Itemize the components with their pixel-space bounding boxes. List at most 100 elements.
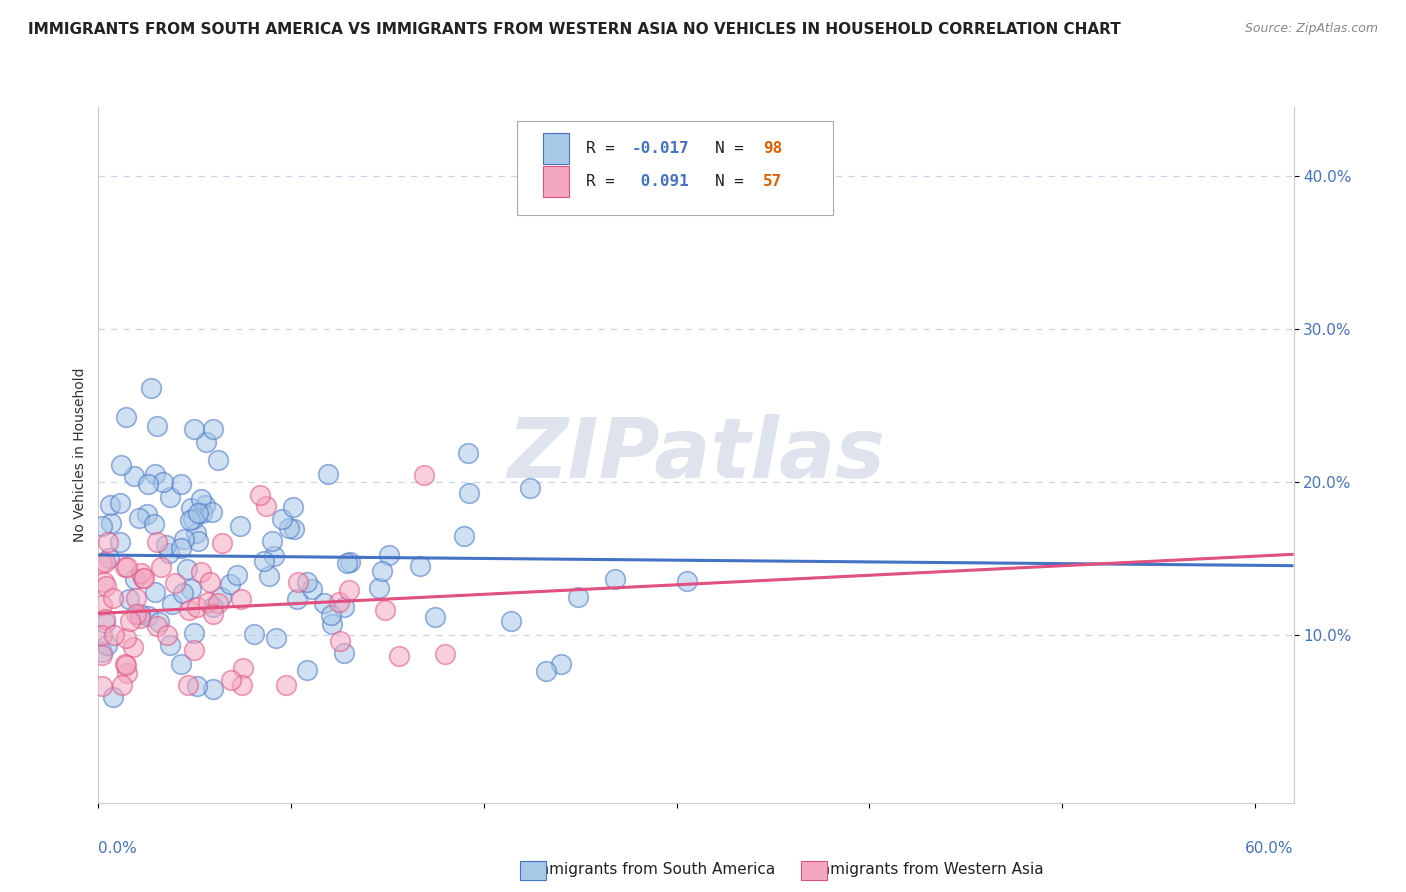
Point	[139, 381, 162, 395]
Point	[91, 598, 114, 612]
Point	[187, 534, 209, 549]
Point	[145, 585, 167, 599]
Point	[150, 560, 173, 574]
Point	[457, 445, 479, 459]
Point	[378, 549, 401, 563]
Point	[190, 491, 212, 506]
Point	[201, 682, 224, 697]
Point	[249, 488, 271, 502]
Point	[458, 486, 481, 500]
Text: Source: ZipAtlas.com: Source: ZipAtlas.com	[1244, 22, 1378, 36]
Point	[329, 634, 352, 648]
Point	[257, 569, 280, 583]
Point	[114, 658, 136, 673]
Point	[155, 538, 177, 552]
Point	[108, 495, 131, 509]
Point	[231, 677, 253, 691]
Point	[218, 576, 240, 591]
Point	[103, 628, 125, 642]
Text: 0.0%: 0.0%	[98, 841, 138, 856]
Point	[125, 607, 148, 622]
Point	[232, 661, 254, 675]
Point	[114, 657, 136, 672]
Point	[128, 607, 150, 622]
Text: 57: 57	[763, 174, 782, 189]
Point	[146, 534, 169, 549]
Point	[229, 519, 252, 533]
Text: 60.0%: 60.0%	[1246, 841, 1294, 856]
Point	[534, 664, 557, 678]
Point	[163, 575, 186, 590]
Text: 0.091: 0.091	[631, 174, 689, 189]
Point	[118, 614, 141, 628]
Point	[285, 591, 308, 606]
Point	[321, 616, 343, 631]
Text: R =: R =	[586, 141, 614, 156]
Point	[550, 657, 572, 671]
Text: Immigrants from Western Asia: Immigrants from Western Asia	[801, 863, 1045, 877]
Point	[170, 657, 193, 672]
Point	[128, 511, 150, 525]
Point	[264, 631, 287, 645]
Point	[94, 612, 117, 626]
Point	[101, 591, 124, 606]
Point	[145, 418, 167, 433]
Point	[172, 585, 194, 599]
Point	[121, 640, 143, 654]
Point	[183, 642, 205, 657]
Point	[337, 582, 360, 597]
Point	[423, 610, 446, 624]
Text: -0.017: -0.017	[631, 141, 689, 156]
Point	[501, 614, 523, 628]
Point	[181, 511, 204, 525]
Point	[128, 611, 150, 625]
Point	[336, 556, 359, 570]
Point	[136, 609, 159, 624]
Point	[319, 608, 342, 623]
Point	[114, 559, 136, 574]
Point	[225, 568, 247, 582]
Point	[676, 574, 699, 589]
Point	[169, 476, 191, 491]
Point	[157, 546, 180, 560]
Point	[201, 505, 224, 519]
Point	[184, 525, 207, 540]
Text: Immigrants from South America: Immigrants from South America	[520, 863, 776, 877]
Point	[229, 592, 252, 607]
Point	[142, 516, 165, 531]
Point	[103, 690, 125, 704]
Point	[254, 499, 277, 513]
Y-axis label: No Vehicles in Household: No Vehicles in Household	[73, 368, 87, 542]
Point	[295, 575, 318, 590]
Bar	[543, 166, 569, 197]
Point	[183, 626, 205, 640]
Point	[93, 575, 115, 590]
Point	[283, 522, 305, 536]
Point	[283, 500, 305, 514]
Text: 98: 98	[763, 141, 782, 156]
Point	[97, 550, 120, 565]
Point	[567, 591, 589, 605]
Point	[409, 559, 432, 574]
Point	[434, 648, 457, 662]
Point	[190, 566, 212, 580]
Point	[177, 678, 200, 692]
Point	[211, 536, 233, 550]
Point	[374, 603, 396, 617]
Point	[115, 560, 138, 574]
Text: ZIPatlas: ZIPatlas	[508, 415, 884, 495]
Point	[209, 590, 232, 604]
Bar	[543, 133, 569, 164]
Point	[118, 592, 141, 607]
Point	[186, 599, 208, 614]
Point	[134, 571, 156, 585]
Point	[177, 602, 200, 616]
Point	[197, 594, 219, 608]
Point	[162, 597, 184, 611]
Point	[180, 582, 202, 596]
Point	[96, 638, 118, 652]
Point	[412, 468, 434, 483]
Point	[519, 481, 541, 495]
Text: N =: N =	[716, 174, 744, 189]
Point	[129, 566, 152, 580]
